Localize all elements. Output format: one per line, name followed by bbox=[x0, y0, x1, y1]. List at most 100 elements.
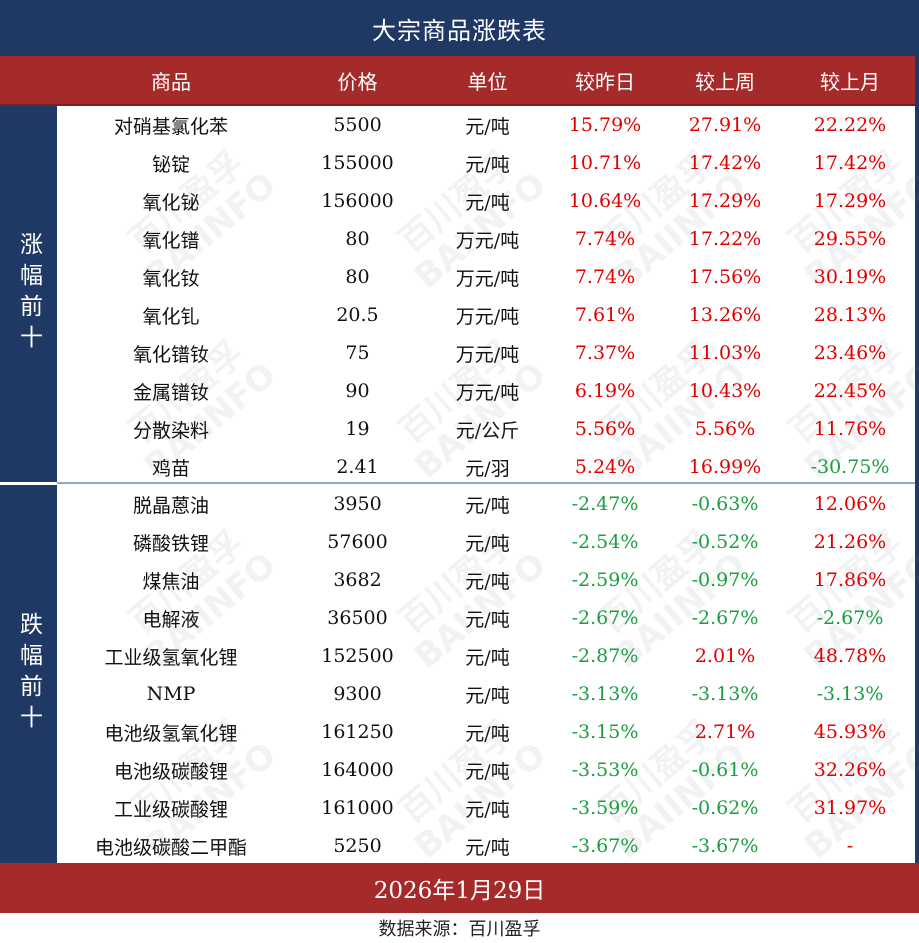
change-vs-last-month: 17.29% bbox=[813, 190, 887, 212]
commodity-name: 分散染料 bbox=[132, 419, 209, 442]
change-vs-last-month: 12.06% bbox=[813, 493, 887, 515]
unit-value: 元/吨 bbox=[465, 608, 510, 631]
table-row: 氧化钆 20.5 万元/吨 7.61% 13.26% 28.13% bbox=[57, 296, 915, 334]
change-vs-last-week: -3.67% bbox=[691, 835, 759, 857]
change-vs-yesterday: 7.61% bbox=[574, 304, 636, 326]
change-vs-yesterday: -3.53% bbox=[571, 759, 639, 781]
change-vs-yesterday: 6.19% bbox=[574, 380, 636, 402]
change-vs-last-month: -2.67% bbox=[816, 607, 884, 629]
table-row: 铋锭 155000 元/吨 10.71% 17.42% 17.42% bbox=[57, 144, 915, 182]
change-vs-last-week: -0.97% bbox=[691, 569, 759, 591]
commodity-name: 氧化镨 bbox=[142, 229, 200, 252]
change-vs-last-month: 17.86% bbox=[813, 569, 887, 591]
header-price: 价格 bbox=[337, 69, 378, 94]
change-vs-last-month: 29.55% bbox=[813, 228, 887, 250]
header-divider bbox=[0, 104, 919, 106]
unit-value: 元/吨 bbox=[465, 836, 510, 859]
price-value: 80 bbox=[345, 266, 370, 288]
change-vs-last-week: 5.56% bbox=[694, 418, 756, 440]
change-vs-last-month: 48.78% bbox=[813, 645, 887, 667]
commodity-name: 工业级碳酸锂 bbox=[113, 798, 228, 821]
price-value: 9300 bbox=[333, 683, 382, 705]
change-vs-yesterday: -2.59% bbox=[571, 569, 639, 591]
change-vs-last-month: 23.46% bbox=[813, 342, 887, 364]
unit-value: 万元/吨 bbox=[455, 229, 520, 252]
table-row: 煤焦油 3682 元/吨 -2.59% -0.97% 17.86% bbox=[57, 561, 915, 599]
change-vs-yesterday: -3.15% bbox=[571, 721, 639, 743]
price-value: 156000 bbox=[321, 190, 394, 212]
change-vs-last-week: 2.01% bbox=[694, 645, 756, 667]
table-row: 氧化镨 80 万元/吨 7.74% 17.22% 29.55% bbox=[57, 220, 915, 258]
change-vs-yesterday: 15.79% bbox=[568, 114, 642, 136]
change-vs-last-month: 30.19% bbox=[813, 266, 887, 288]
right-border bbox=[915, 56, 919, 863]
table-title: 大宗商品涨跌表 bbox=[0, 0, 919, 56]
header-vs-yesterday: 较昨日 bbox=[575, 69, 635, 94]
table-row: 电池级氢氧化锂 161250 元/吨 -3.15% 2.71% 45.93% bbox=[57, 713, 915, 751]
price-value: 2.41 bbox=[336, 456, 379, 478]
data-source: 数据来源：百川盈孚 bbox=[378, 919, 541, 940]
change-vs-last-week: 2.71% bbox=[694, 721, 756, 743]
change-vs-yesterday: 5.24% bbox=[574, 456, 636, 478]
commodity-name: 脱晶蒽油 bbox=[132, 494, 209, 517]
price-value: 3682 bbox=[333, 569, 382, 591]
change-vs-last-week: -3.13% bbox=[691, 683, 759, 705]
change-vs-yesterday: -2.67% bbox=[571, 607, 639, 629]
change-vs-last-week: 17.29% bbox=[688, 190, 762, 212]
commodity-name: 电池级氢氧化锂 bbox=[104, 722, 238, 745]
column-header-row: 商品 价格 单位 较昨日 较上周 较上月 bbox=[0, 56, 919, 104]
price-value: 57600 bbox=[327, 531, 388, 553]
change-vs-last-month: - bbox=[846, 835, 854, 857]
unit-value: 元/吨 bbox=[465, 646, 510, 669]
commodity-name: 电池级碳酸锂 bbox=[113, 760, 228, 783]
change-vs-last-month: 11.76% bbox=[813, 418, 887, 440]
table-row: 工业级氢氧化锂 152500 元/吨 -2.87% 2.01% 48.78% bbox=[57, 637, 915, 675]
price-value: 164000 bbox=[321, 759, 394, 781]
table-row: 脱晶蒽油 3950 元/吨 -2.47% -0.63% 12.06% bbox=[57, 485, 915, 523]
change-vs-last-week: 16.99% bbox=[688, 456, 762, 478]
table-row: 电池级碳酸锂 164000 元/吨 -3.53% -0.61% 32.26% bbox=[57, 751, 915, 789]
commodity-name: 金属镨钕 bbox=[132, 381, 209, 404]
table-row: 分散染料 19 元/公斤 5.56% 5.56% 11.76% bbox=[57, 410, 915, 448]
section-separator bbox=[57, 482, 915, 484]
change-vs-last-week: -2.67% bbox=[691, 607, 759, 629]
unit-value: 元/吨 bbox=[465, 494, 510, 517]
unit-value: 元/吨 bbox=[465, 191, 510, 214]
header-vs-last-week: 较上周 bbox=[695, 69, 755, 94]
header-vs-last-month: 较上月 bbox=[820, 69, 880, 94]
table-row: 对硝基氯化苯 5500 元/吨 15.79% 27.91% 22.22% bbox=[57, 106, 915, 144]
unit-value: 元/吨 bbox=[465, 684, 510, 707]
commodity-name: 氧化铋 bbox=[142, 191, 200, 214]
price-value: 155000 bbox=[321, 152, 394, 174]
change-vs-yesterday: -3.13% bbox=[571, 683, 639, 705]
unit-value: 元/吨 bbox=[465, 532, 510, 555]
commodity-name: 对硝基氯化苯 bbox=[113, 115, 228, 138]
price-value: 20.5 bbox=[336, 304, 379, 326]
change-vs-last-week: 17.22% bbox=[688, 228, 762, 250]
commodity-name: 工业级氢氧化锂 bbox=[104, 646, 238, 669]
price-value: 5500 bbox=[333, 114, 382, 136]
change-vs-yesterday: -2.54% bbox=[571, 531, 639, 553]
change-vs-yesterday: 7.37% bbox=[574, 342, 636, 364]
unit-value: 元/吨 bbox=[465, 722, 510, 745]
price-value: 3950 bbox=[333, 493, 382, 515]
change-vs-last-week: 13.26% bbox=[688, 304, 762, 326]
section-label-losers: 跌幅前十 bbox=[0, 485, 57, 863]
change-vs-last-week: -0.52% bbox=[691, 531, 759, 553]
change-vs-last-week: -0.61% bbox=[691, 759, 759, 781]
change-vs-last-week: -0.63% bbox=[691, 493, 759, 515]
commodity-name: 氧化钆 bbox=[142, 305, 200, 328]
change-vs-yesterday: 10.71% bbox=[568, 152, 642, 174]
change-vs-yesterday: 5.56% bbox=[574, 418, 636, 440]
price-value: 161250 bbox=[321, 721, 394, 743]
unit-value: 元/吨 bbox=[465, 760, 510, 783]
unit-value: 万元/吨 bbox=[455, 267, 520, 290]
price-value: 80 bbox=[345, 228, 370, 250]
commodity-name: 电池级碳酸二甲酯 bbox=[94, 836, 247, 859]
losers-label-text: 跌幅前十 bbox=[15, 612, 42, 736]
unit-value: 元/吨 bbox=[465, 798, 510, 821]
change-vs-yesterday: 7.74% bbox=[574, 228, 636, 250]
header-commodity: 商品 bbox=[151, 69, 191, 94]
table-row: 金属镨钕 90 万元/吨 6.19% 10.43% 22.45% bbox=[57, 372, 915, 410]
unit-value: 万元/吨 bbox=[455, 381, 520, 404]
